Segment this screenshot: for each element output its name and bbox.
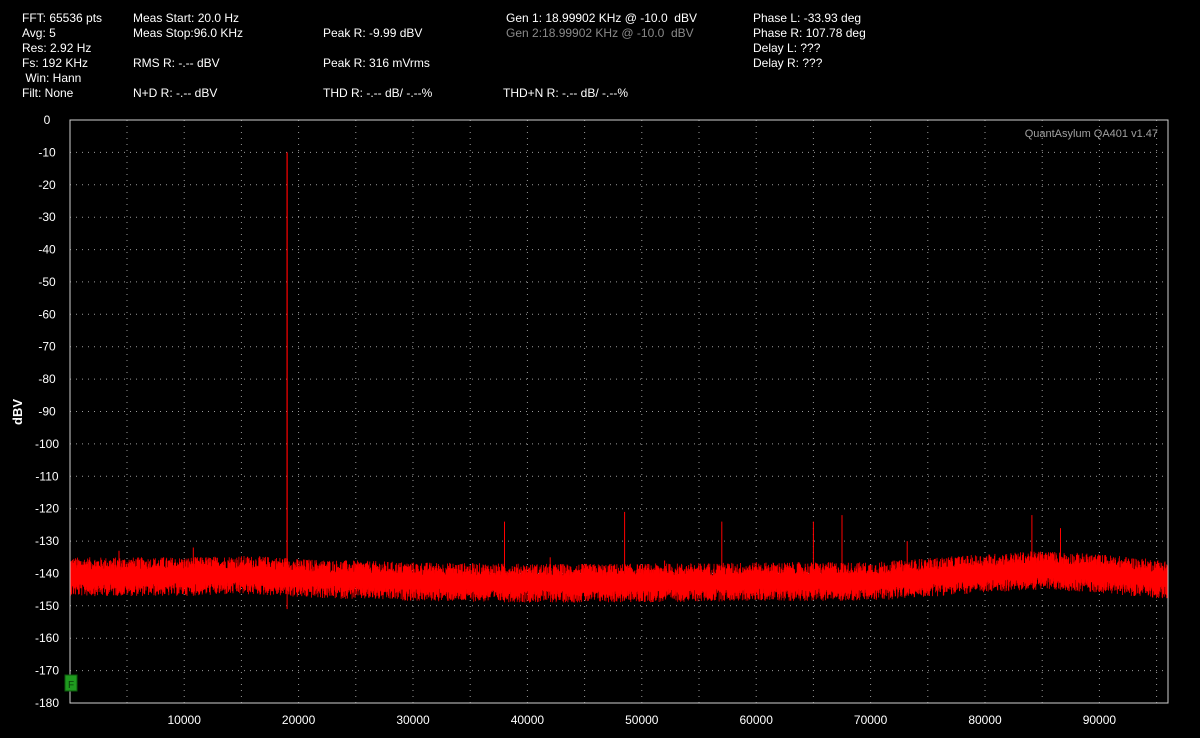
y-tick-label: -90: [38, 405, 56, 419]
y-tick-label: -180: [35, 696, 59, 710]
y-tick-label: -20: [38, 178, 56, 192]
generator-1-readout: Gen 1: 18.99902 KHz @ -10.0 dBV: [506, 11, 697, 25]
averages-readout: Avg: 5: [22, 26, 56, 40]
generator-2-readout: Gen 2:18.99902 KHz @ -10.0 dBV: [506, 26, 694, 40]
y-tick-label: -50: [38, 275, 56, 289]
y-tick-label: -110: [35, 469, 58, 483]
phase-l-readout: Phase L: -33.93 deg: [753, 11, 862, 25]
y-tick-label: -120: [35, 502, 59, 516]
y-axis-tick-labels: 0 -10 -20 -30 -40 -50 -60 -70 -80 -90 -100 -110 -120…: [35, 113, 59, 710]
delay-l-readout: Delay L: ???: [753, 41, 821, 55]
y-tick-label: -40: [38, 243, 56, 257]
x-tick-label: 80000: [968, 713, 1002, 727]
app-version-watermark: QuantAsylum QA401 v1.47: [1025, 128, 1158, 140]
x-tick-label: 10000: [168, 713, 202, 727]
window-readout: Win: Hann: [22, 71, 82, 85]
meas-start-readout: Meas Start: 20.0 Hz: [133, 11, 240, 25]
x-tick-label: 70000: [854, 713, 888, 727]
y-tick-label: -30: [38, 210, 56, 224]
marker-flag-icon[interactable]: F: [64, 674, 78, 692]
x-axis-tick-labels: 10000 20000 30000 40000 50000 60000 70000 80000…: [168, 713, 1117, 727]
y-tick-label: -150: [35, 599, 59, 613]
resolution-readout: Res: 2.92 Hz: [22, 41, 92, 55]
y-tick-label: -170: [35, 664, 59, 678]
noise-distortion-r-readout: N+D R: -.-- dBV: [133, 86, 218, 100]
meas-stop-readout: Meas Stop:96.0 KHz: [133, 26, 244, 40]
noise-floor-trace: [69, 551, 1169, 603]
x-tick-label: 30000: [396, 713, 430, 727]
fft-points-readout: FFT: 65536 pts: [22, 11, 103, 25]
x-tick-label: 40000: [511, 713, 545, 727]
y-tick-label: -10: [38, 145, 56, 159]
y-tick-label: -140: [35, 566, 59, 580]
phase-r-readout: Phase R: 107.78 deg: [753, 26, 866, 40]
filter-readout: Filt: None: [22, 86, 74, 100]
y-tick-label: 0: [44, 113, 51, 127]
plot-frame: [69, 119, 1169, 704]
marker-flag-label: F: [68, 680, 74, 691]
y-tick-label: -70: [38, 340, 56, 354]
sample-rate-readout: Fs: 192 KHz: [22, 56, 89, 70]
thd-n-r-readout: THD+N R: -.-- dB/ -.--%: [503, 86, 628, 100]
y-tick-label: -160: [35, 631, 59, 645]
x-tick-label: 90000: [1083, 713, 1117, 727]
peak-r-mvrms-readout: Peak R: 316 mVrms: [323, 56, 430, 70]
x-tick-label: 20000: [282, 713, 316, 727]
spectrum-trace-group: [69, 152, 1169, 610]
x-tick-label: 50000: [625, 713, 659, 727]
peak-r-dbv-readout: Peak R: -9.99 dBV: [323, 26, 423, 40]
y-tick-label: -80: [38, 372, 56, 386]
y-axis-label: dBV: [10, 399, 25, 425]
x-tick-label: 60000: [740, 713, 774, 727]
thd-r-readout: THD R: -.-- dB/ -.--%: [323, 86, 433, 100]
y-tick-label: -130: [35, 534, 59, 548]
y-tick-label: -60: [38, 307, 56, 321]
y-tick-label: -100: [35, 437, 59, 451]
grid-lines: [70, 120, 1168, 703]
delay-r-readout: Delay R: ???: [753, 56, 823, 70]
readout-column-fft: FFT: 65536 pts Avg: 5 Res: 2.92 Hz Fs: 1…: [22, 11, 102, 101]
rms-r-readout: RMS R: -.-- dBV: [133, 56, 220, 70]
